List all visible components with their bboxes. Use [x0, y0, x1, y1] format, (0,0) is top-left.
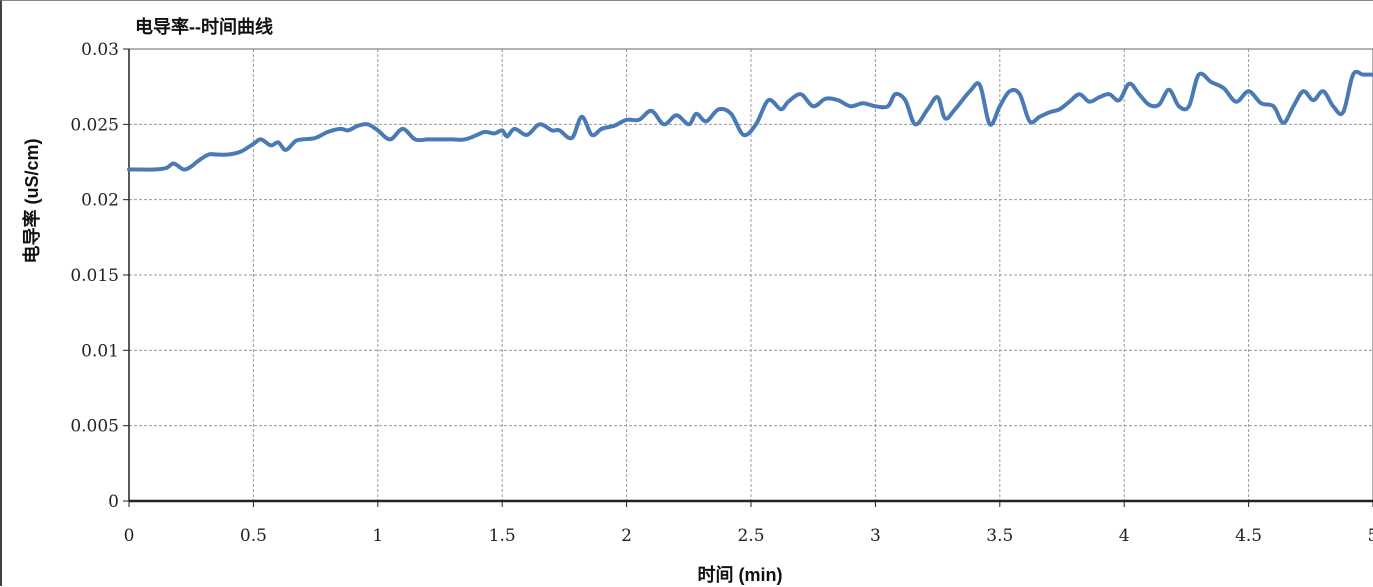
- y-tick-label: 0.02: [81, 191, 119, 211]
- x-tick-label: 3.5: [986, 526, 1013, 546]
- x-tick-label: 1.5: [489, 526, 516, 546]
- y-tick-label: 0.005: [70, 417, 119, 437]
- x-tick-label: 1: [372, 526, 383, 546]
- chart-title: 电导率--时间曲线: [135, 16, 273, 37]
- y-tick-label: 0.015: [70, 266, 119, 286]
- conductivity-series-line: [127, 69, 1373, 172]
- y-tick-label: 0.025: [70, 115, 119, 135]
- x-tick-label: 0.5: [240, 526, 267, 546]
- y-tick-labels: 0 0.005 0.01 0.015 0.02 0.025 0.03: [70, 40, 119, 512]
- x-tick-label: 5: [1368, 526, 1373, 546]
- x-tick-label: 2: [621, 526, 632, 546]
- y-tick-label: 0: [108, 492, 119, 512]
- y-tick-label: 0.01: [81, 341, 119, 361]
- x-tick-label: 2.5: [737, 526, 764, 546]
- x-tick-label: 0: [124, 526, 135, 546]
- y-tick-label: 0.03: [81, 40, 119, 60]
- x-tick-label: 3: [870, 526, 881, 546]
- axes: [123, 48, 1373, 507]
- x-tick-label: 4.5: [1235, 526, 1262, 546]
- grid-lines: [129, 49, 1373, 501]
- y-axis-label: 电导率 (uS/cm): [21, 138, 42, 263]
- x-tick-label: 4: [1119, 526, 1130, 546]
- x-axis-label: 时间 (min): [698, 565, 783, 585]
- x-tick-labels: 0 0.5 1 1.5 2 2.5 3 3.5 4 4.5 5: [124, 526, 1373, 546]
